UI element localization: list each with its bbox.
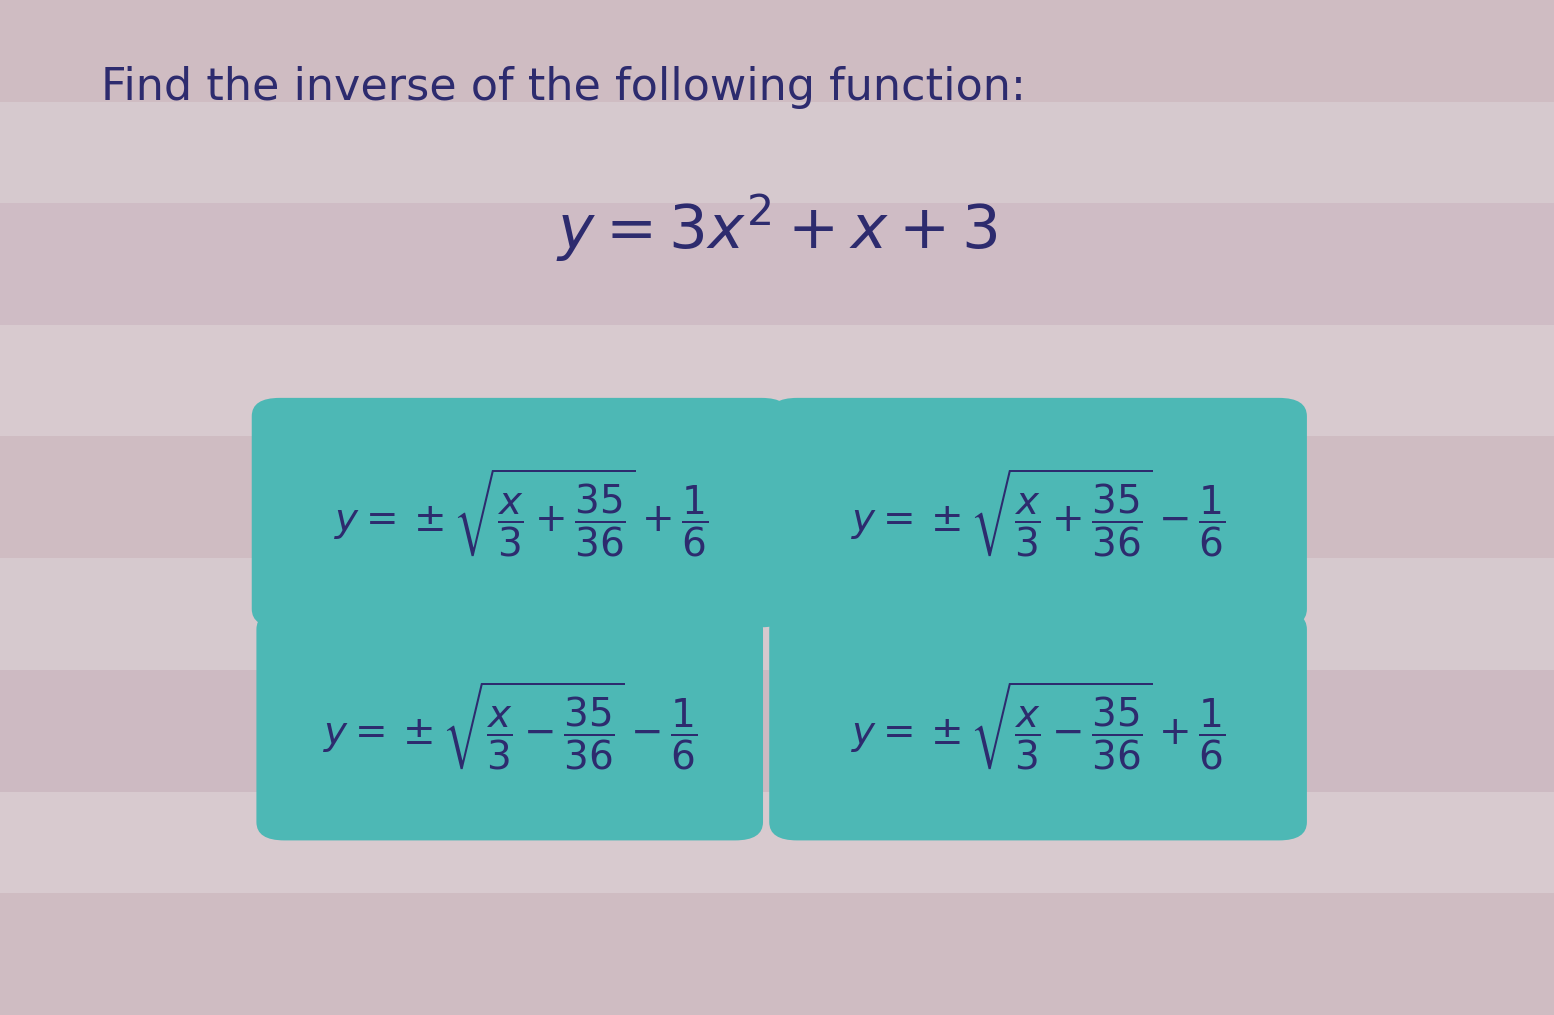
Text: $y = 3x^{2}+x+3$: $y = 3x^{2}+x+3$ xyxy=(556,193,998,264)
Text: Find the inverse of the following function:: Find the inverse of the following functi… xyxy=(101,66,1026,109)
Bar xyxy=(0,0,1554,102)
FancyBboxPatch shape xyxy=(256,611,763,840)
Bar xyxy=(0,325,1554,436)
Bar xyxy=(0,436,1554,558)
Bar xyxy=(0,203,1554,325)
Text: $y = \pm\sqrt{\dfrac{x}{3}+\dfrac{35}{36}}-\dfrac{1}{6}$: $y = \pm\sqrt{\dfrac{x}{3}+\dfrac{35}{36… xyxy=(852,466,1225,559)
Bar xyxy=(0,670,1554,792)
Bar xyxy=(0,792,1554,893)
FancyBboxPatch shape xyxy=(769,611,1307,840)
Bar xyxy=(0,102,1554,203)
Bar xyxy=(0,893,1554,1015)
FancyBboxPatch shape xyxy=(769,398,1307,627)
Text: $y = \pm\sqrt{\dfrac{x}{3}-\dfrac{35}{36}}+\dfrac{1}{6}$: $y = \pm\sqrt{\dfrac{x}{3}-\dfrac{35}{36… xyxy=(852,679,1225,772)
Text: $y = \pm\sqrt{\dfrac{x}{3}-\dfrac{35}{36}}-\dfrac{1}{6}$: $y = \pm\sqrt{\dfrac{x}{3}-\dfrac{35}{36… xyxy=(323,679,696,772)
Text: $y = \pm\sqrt{\dfrac{x}{3}+\dfrac{35}{36}}+\dfrac{1}{6}$: $y = \pm\sqrt{\dfrac{x}{3}+\dfrac{35}{36… xyxy=(334,466,707,559)
FancyBboxPatch shape xyxy=(252,398,789,627)
Bar xyxy=(0,558,1554,670)
